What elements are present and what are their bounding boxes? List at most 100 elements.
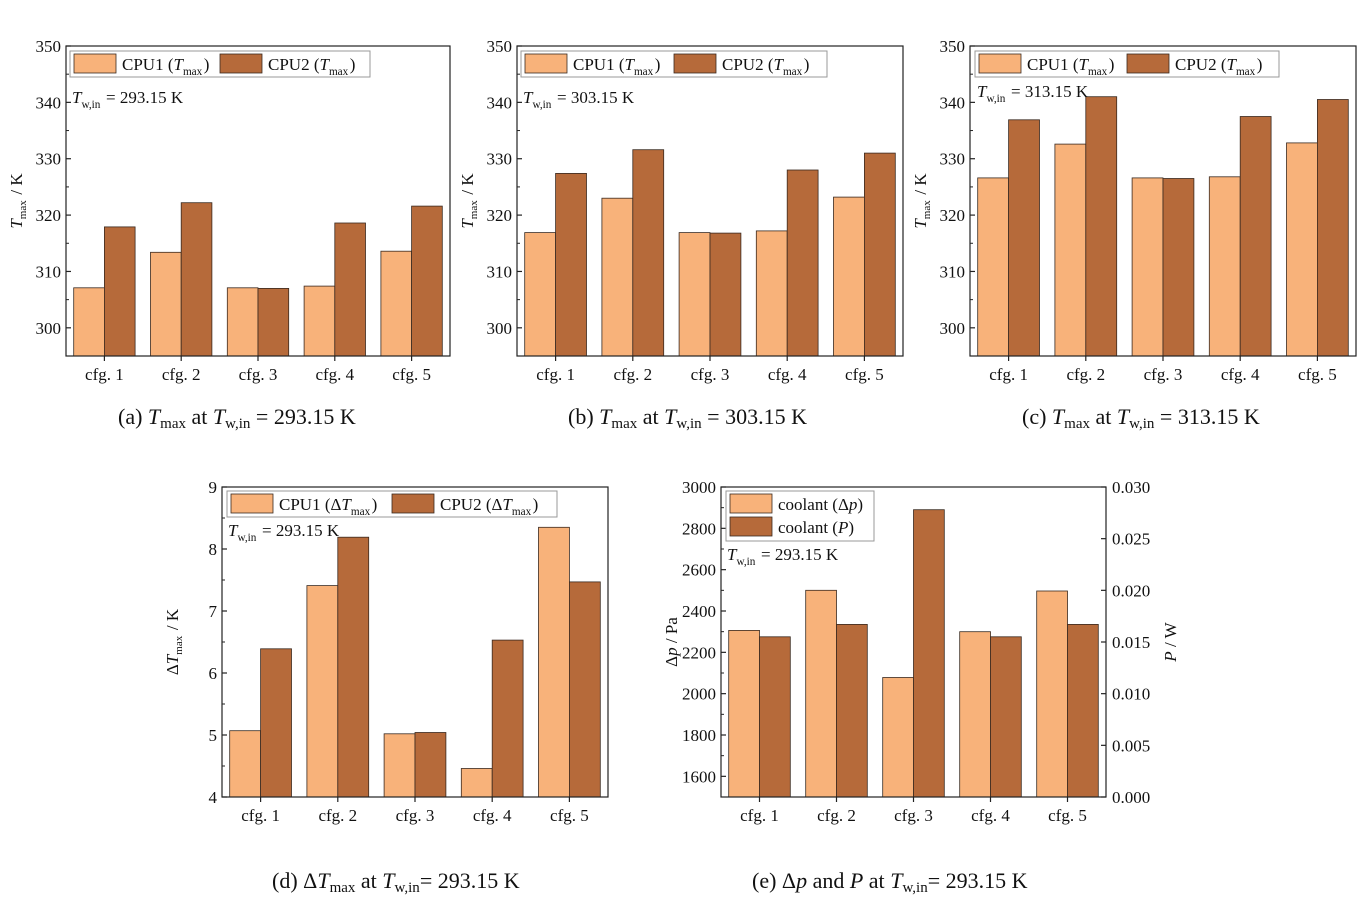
bar-b-s2-3 <box>709 232 742 357</box>
legend-label-d-2: CPU2 (ΔTmax ) <box>440 495 538 518</box>
ytick-label-a-5: 350 <box>36 37 62 56</box>
bar-e-s2-1 <box>759 636 791 798</box>
y2tick-label-e-1: 0.005 <box>1112 736 1150 755</box>
legend-label-c-1: CPU1 (Tmax ) <box>1027 55 1114 78</box>
legend-label-a-2: CPU2 (Tmax ) <box>268 55 355 78</box>
bar-a-s1-2 <box>150 251 182 357</box>
bar-b-s2-5 <box>864 152 896 357</box>
xtick-label-a-2: cfg. 3 <box>239 365 278 384</box>
bar-c-s2-1 <box>1008 119 1040 357</box>
legend-label-e-1: coolant (Δp) <box>778 495 863 514</box>
bar-b-s2-1 <box>555 172 587 357</box>
yaxis-label-c: Tmax / K <box>911 173 933 229</box>
bar-c-s2-3 <box>1162 178 1195 357</box>
legend-label-e-2: coolant (P) <box>778 518 854 537</box>
xtick-label-b-1: cfg. 2 <box>613 365 652 384</box>
ytick-label-d-3: 7 <box>209 602 218 621</box>
ytick-label-e-4: 2400 <box>682 602 716 621</box>
xtick-label-a-1: cfg. 2 <box>162 365 201 384</box>
bar-d-s2-3 <box>414 732 447 798</box>
bar-a-s1-5 <box>380 250 412 357</box>
bar-e-s1-2 <box>805 589 837 798</box>
xtick-label-c-3: cfg. 4 <box>1221 365 1260 384</box>
legend-swatch-b-1 <box>524 53 568 74</box>
bar-c-s2-5 <box>1317 99 1349 357</box>
yaxis-label-e: Δp / Pa <box>662 617 681 667</box>
ytick-label-c-4: 340 <box>940 93 966 112</box>
annotation-b: Tw,in = 303.15 K <box>523 88 635 111</box>
legend-swatch-e-2 <box>729 516 773 537</box>
xtick-label-d-4: cfg. 5 <box>550 806 589 825</box>
xtick-label-d-1: cfg. 2 <box>318 806 357 825</box>
xtick-label-e-4: cfg. 5 <box>1048 806 1087 825</box>
xtick-label-e-1: cfg. 2 <box>817 806 856 825</box>
bar-d-s1-2 <box>306 585 339 798</box>
bar-d-s1-4 <box>460 768 493 798</box>
bar-d-s2-5 <box>569 581 601 798</box>
caption-b: (b) Tmax at Tw,in = 303.15 K <box>568 404 807 432</box>
ytick-label-c-2: 320 <box>940 206 966 225</box>
y2tick-label-e-6: 0.030 <box>1112 478 1150 497</box>
bar-a-s2-4 <box>334 222 366 357</box>
chart-c: 300 310 320 330 340 350 cfg. 1 cfg. 2 cfg. 3 cfg.… <box>911 37 1357 384</box>
xtick-label-c-1: cfg. 2 <box>1066 365 1105 384</box>
bar-e-s2-4 <box>990 636 1022 798</box>
ytick-label-c-3: 330 <box>940 150 966 169</box>
caption-a: (a) Tmax at Tw,in = 293.15 K <box>118 404 356 432</box>
y2axis-label-e: P / W <box>1161 621 1180 662</box>
caption-d: (d) ΔTmax at Tw,in= 293.15 K <box>272 868 520 896</box>
bar-c-s1-4 <box>1208 176 1241 357</box>
chart-e: 1600 1800 2000 2200 2400 2600 2800 3000 0.000 0.0… <box>662 478 1180 825</box>
bar-a-s1-3 <box>226 287 259 357</box>
ytick-label-e-1: 1800 <box>682 726 716 745</box>
bar-c-s1-1 <box>977 177 1010 357</box>
xtick-label-a-3: cfg. 4 <box>315 365 354 384</box>
xtick-label-b-4: cfg. 5 <box>845 365 884 384</box>
legend-swatch-a-1 <box>73 53 117 74</box>
bar-c-s1-3 <box>1131 177 1164 357</box>
ytick-label-d-5: 9 <box>209 478 218 497</box>
ytick-label-a-4: 340 <box>36 93 62 112</box>
bar-a-s2-2 <box>180 202 213 357</box>
xtick-label-c-2: cfg. 3 <box>1144 365 1183 384</box>
bar-e-s1-3 <box>882 677 914 798</box>
chart-a: 300 310 320 330 340 350 cfg. 1 cfg. 2 cfg. 3 cfg.… <box>7 37 451 384</box>
bar-a-s2-5 <box>411 205 443 357</box>
bar-d-s2-1 <box>260 648 292 798</box>
bar-c-s1-5 <box>1286 142 1318 357</box>
ytick-label-a-0: 300 <box>36 319 62 338</box>
xtick-label-d-2: cfg. 3 <box>396 806 435 825</box>
ytick-label-b-3: 330 <box>487 150 513 169</box>
xtick-label-d-0: cfg. 1 <box>241 806 280 825</box>
xtick-label-d-3: cfg. 4 <box>473 806 512 825</box>
bar-b-s1-2 <box>601 197 634 357</box>
ytick-label-b-1: 310 <box>487 262 513 281</box>
bar-b-s1-3 <box>678 232 711 357</box>
legend-label-d-1: CPU1 (ΔTmax ) <box>279 495 377 518</box>
bar-b-s2-2 <box>632 149 665 357</box>
bar-b-s1-5 <box>833 196 865 357</box>
bar-b-s2-4 <box>786 169 819 357</box>
annotation-d: Tw,in = 293.15 K <box>228 521 340 544</box>
legend-swatch-e-1 <box>729 493 773 514</box>
xtick-label-e-0: cfg. 1 <box>740 806 779 825</box>
ytick-label-b-5: 350 <box>487 37 513 56</box>
ytick-label-c-5: 350 <box>940 37 966 56</box>
ytick-label-c-0: 300 <box>940 319 966 338</box>
bar-e-s1-5 <box>1036 590 1068 798</box>
bar-e-s1-4 <box>959 631 991 798</box>
ytick-label-a-3: 330 <box>36 150 62 169</box>
bar-e-s2-2 <box>836 624 868 798</box>
legend-swatch-c-2 <box>1126 53 1170 74</box>
ytick-label-b-0: 300 <box>487 319 513 338</box>
annotation-c: Tw,in = 313.15 K <box>977 82 1089 105</box>
ytick-label-a-1: 310 <box>36 262 62 281</box>
ytick-label-d-0: 4 <box>209 788 218 807</box>
bar-a-s1-4 <box>303 285 336 357</box>
xtick-label-c-0: cfg. 1 <box>989 365 1028 384</box>
bar-e-s2-5 <box>1067 624 1099 798</box>
y2tick-label-e-2: 0.010 <box>1112 685 1150 704</box>
annotation-a: Tw,in = 293.15 K <box>72 88 184 111</box>
legend-swatch-b-2 <box>673 53 717 74</box>
chart-b: 300 310 320 330 340 350 cfg. 1 cfg. 2 cfg. 3 cfg.… <box>458 37 904 384</box>
